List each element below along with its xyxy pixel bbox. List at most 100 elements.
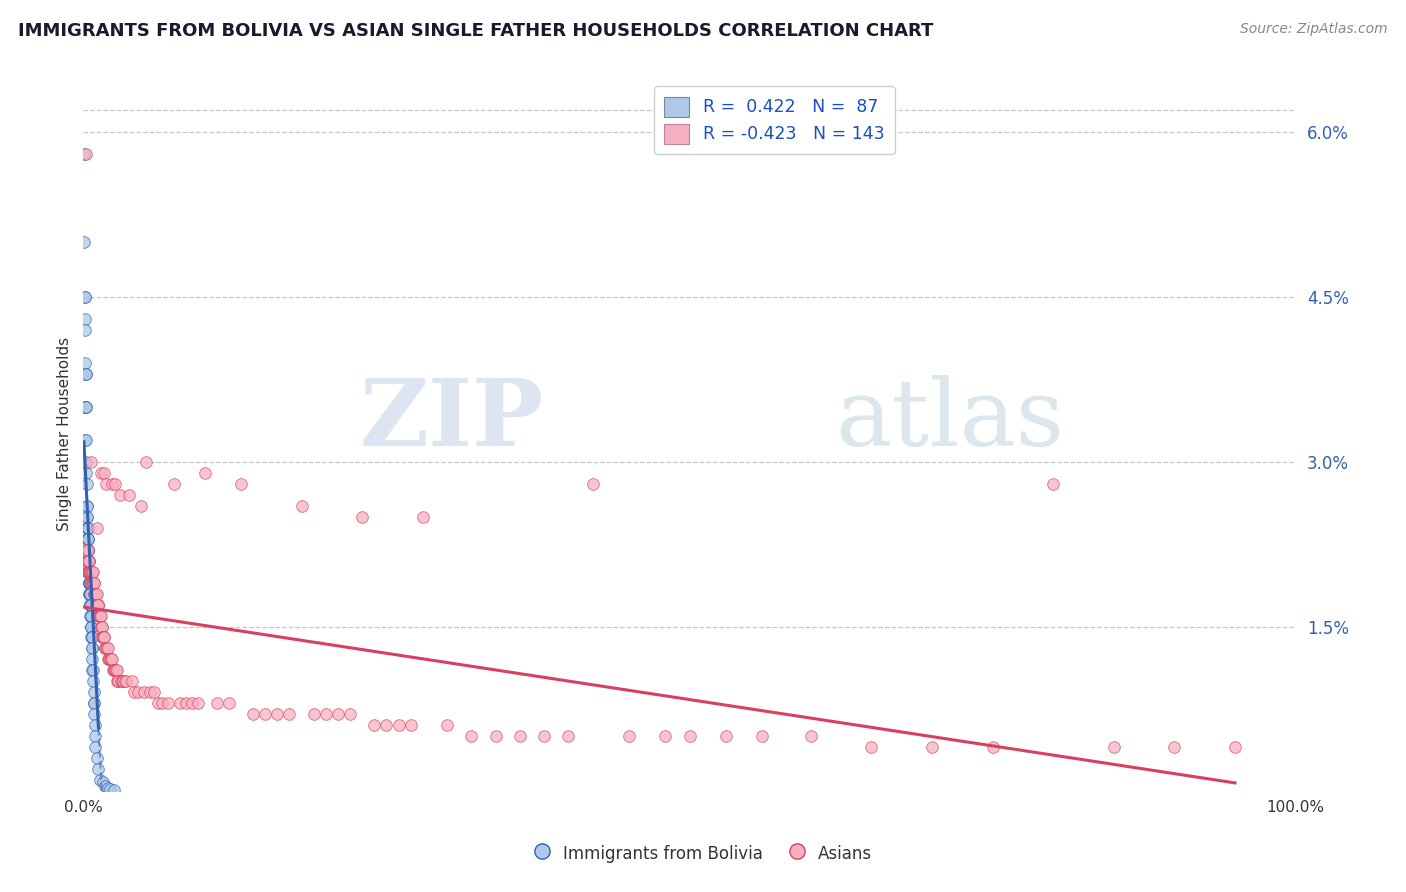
Point [86,586,108,600]
Point [654,729,676,743]
Point [76,499,98,513]
Point [84,586,107,600]
Point [91,631,114,645]
Point [533,729,555,743]
Point [97,652,120,666]
Point [82,575,104,590]
Legend: R =  0.422   N =  87, R = -0.423   N = 143: R = 0.422 N = 87, R = -0.423 N = 143 [654,87,894,154]
Point [131,499,153,513]
Point [80,455,103,469]
Text: Source: ZipAtlas.com: Source: ZipAtlas.com [1240,22,1388,37]
Point [75,466,97,480]
Point [132,685,155,699]
Point [751,729,773,743]
Point [75,400,97,414]
Point [142,685,165,699]
Point [77,542,100,557]
Point [96,780,118,795]
Point [77,565,100,579]
Point [79,565,101,579]
Point [105,664,128,678]
Point [79,598,101,612]
Point [91,775,114,789]
Point [76,542,98,557]
Point [157,697,180,711]
Point [105,664,128,678]
Point [101,652,124,666]
Point [73,400,96,414]
Point [229,476,252,491]
Point [76,521,98,535]
Point [77,521,100,535]
Point [75,400,97,414]
Point [77,565,100,579]
Point [94,641,117,656]
Point [76,509,98,524]
Point [205,697,228,711]
Point [75,290,97,304]
Point [80,631,103,645]
Point [83,697,105,711]
Point [76,499,98,513]
Point [678,729,700,743]
Point [94,641,117,656]
Point [101,664,124,678]
Point [77,542,100,557]
Point [77,565,100,579]
Point [460,729,482,743]
Point [86,521,108,535]
Point [76,521,98,535]
Point [77,565,100,579]
Point [76,532,98,546]
Point [101,476,124,491]
Point [412,509,434,524]
Point [82,664,104,678]
Point [80,619,103,633]
Point [82,565,104,579]
Point [80,631,103,645]
Point [77,553,100,567]
Point [80,565,103,579]
Point [76,521,98,535]
Point [76,553,98,567]
Point [83,697,105,711]
Point [87,598,110,612]
Point [87,598,110,612]
Point [860,740,883,755]
Point [104,476,127,491]
Point [104,664,127,678]
Point [114,674,136,689]
Point [86,598,108,612]
Point [89,608,111,623]
Point [112,674,135,689]
Point [75,542,97,557]
Point [73,542,96,557]
Point [181,697,204,711]
Point [218,697,240,711]
Point [94,779,117,793]
Point [79,575,101,590]
Text: atlas: atlas [835,375,1064,465]
Point [79,608,101,623]
Point [176,697,198,711]
Point [83,575,105,590]
Point [352,509,374,524]
Point [114,674,136,689]
Point [79,619,101,633]
Point [75,400,97,414]
Point [75,356,97,370]
Point [79,565,101,579]
Point [79,575,101,590]
Point [79,586,101,600]
Point [82,575,104,590]
Point [139,685,162,699]
Point [86,598,108,612]
Point [90,466,112,480]
Point [89,608,111,623]
Point [79,586,101,600]
Text: IMMIGRANTS FROM BOLIVIA VS ASIAN SINGLE FATHER HOUSEHOLDS CORRELATION CHART: IMMIGRANTS FROM BOLIVIA VS ASIAN SINGLE … [18,22,934,40]
Point [100,652,122,666]
Point [581,476,603,491]
Point [82,674,104,689]
Point [75,147,97,161]
